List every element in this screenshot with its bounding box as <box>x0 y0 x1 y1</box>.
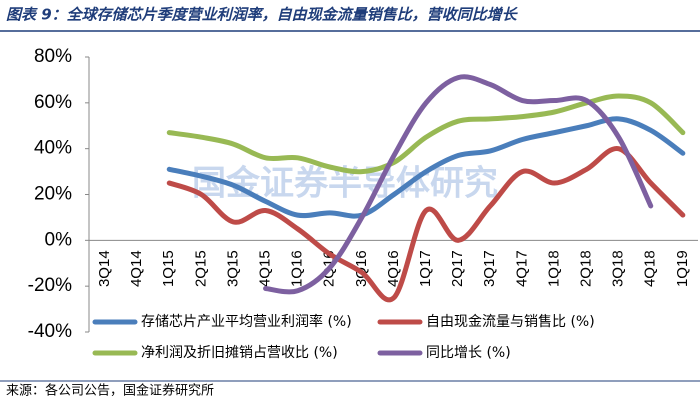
x-tick-label: 2Q17 <box>449 250 466 287</box>
x-tick-label: 4Q14 <box>128 250 145 287</box>
legend-label: 同比增长 (%) <box>426 345 511 361</box>
series-line <box>263 74 654 295</box>
x-tick-label: 3Q17 <box>481 250 498 287</box>
x-tick-label: 4Q15 <box>257 250 274 287</box>
x-tick-label: 3Q18 <box>610 250 627 287</box>
x-tick-label: 4Q16 <box>385 250 402 287</box>
y-tick-label: -40% <box>28 321 72 342</box>
x-tick-label: 1Q15 <box>160 250 177 287</box>
y-tick-label: 60% <box>34 92 72 113</box>
source: 来源：各公司公告，国金证券研究所 <box>6 383 214 399</box>
x-tick-label: 4Q18 <box>642 250 659 287</box>
x-tick-label: 2Q18 <box>578 250 595 287</box>
x-tick-label: 3Q15 <box>224 250 241 287</box>
x-tick-label: 2Q15 <box>192 250 209 287</box>
y-tick-label: 20% <box>34 184 72 205</box>
x-tick-label: 4Q17 <box>513 250 530 287</box>
y-tick-label: 40% <box>34 138 72 159</box>
series-line <box>166 93 686 175</box>
y-tick-label: -20% <box>28 275 72 296</box>
series-line <box>166 146 686 303</box>
x-tick-label: 1Q17 <box>417 250 434 287</box>
x-tick-label: 1Q19 <box>674 250 691 287</box>
legend-label: 净利润及折旧摊销占营收比 (%) <box>141 345 338 361</box>
y-tick-label: 0% <box>45 229 73 250</box>
y-tick-label: 80% <box>34 46 72 67</box>
x-tick-label: 1Q16 <box>289 250 306 287</box>
x-tick-label: 3Q14 <box>96 250 113 287</box>
legend-label: 自由现金流量与销售比 (%) <box>426 314 595 330</box>
chart-title: 图表 9：全球存储芯片季度营业利润率，自由现金流量销售比，营收同比增长 <box>6 6 519 24</box>
series-line <box>166 116 686 219</box>
legend-label: 存储芯片产业平均营业利润率 (%) <box>141 313 352 330</box>
x-tick-label: 1Q18 <box>545 250 562 287</box>
